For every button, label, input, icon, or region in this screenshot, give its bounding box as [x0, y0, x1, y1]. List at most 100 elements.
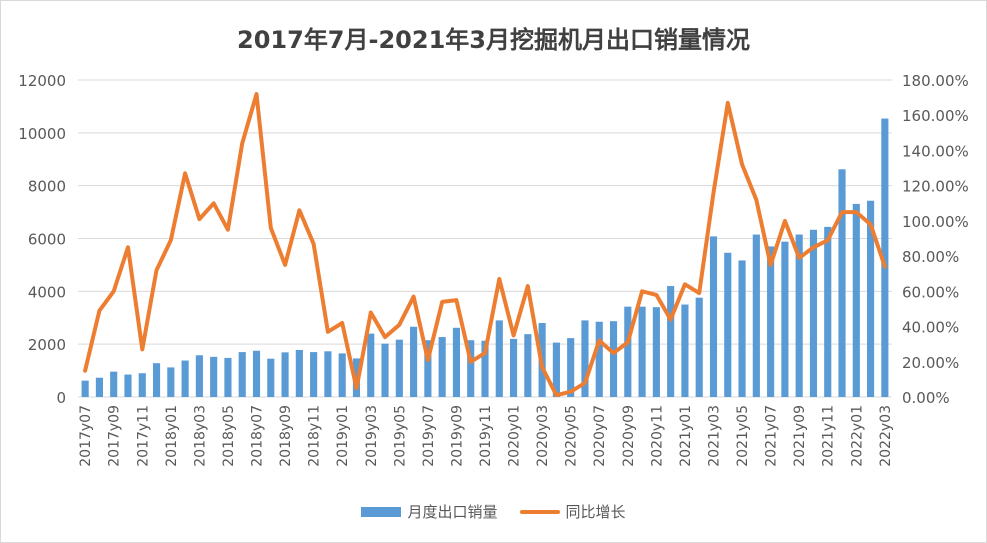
bar	[652, 307, 660, 397]
left-tick-label: 8000	[28, 178, 66, 196]
x-tick-label: 2019y01	[335, 405, 351, 467]
chart-title: 2017年7月-2021年3月挖掘机月出口销量情况	[237, 26, 750, 54]
bar	[324, 351, 332, 397]
x-tick-label: 2021y01	[678, 405, 694, 467]
bar	[381, 343, 389, 397]
bar	[338, 353, 346, 397]
x-tick-label: 2021y05	[735, 405, 751, 467]
bar	[281, 352, 289, 397]
bar	[181, 360, 189, 397]
right-tick-label: 60.00%	[902, 283, 959, 301]
line-series	[83, 92, 887, 398]
x-tick-label: 2022y01	[849, 405, 865, 467]
bar	[581, 320, 589, 397]
x-tick-label: 2018y07	[250, 405, 266, 467]
x-tick-label: 2020y09	[621, 405, 637, 467]
bar	[110, 371, 118, 397]
bar	[481, 340, 489, 397]
legend-label-line: 同比增长	[565, 503, 626, 521]
x-tick-label: 2017y11	[135, 405, 151, 467]
x-tick-label: 2020y05	[564, 405, 580, 467]
right-tick-label: 120.00%	[902, 178, 969, 196]
bar	[552, 342, 560, 397]
left-tick-label: 4000	[28, 283, 66, 301]
x-tick-label: 2022y03	[878, 405, 894, 467]
right-tick-label: 20.00%	[902, 354, 959, 372]
x-tick-label: 2021y07	[764, 405, 780, 467]
bar	[410, 326, 418, 397]
bar	[867, 200, 875, 397]
right-tick-label: 80.00%	[902, 248, 959, 266]
legend-item-line[interactable]: 同比增长	[519, 501, 626, 522]
bar	[524, 334, 532, 397]
x-tick-label: 2018y11	[307, 405, 323, 467]
bar	[424, 340, 432, 397]
bar	[509, 338, 518, 397]
bar	[838, 169, 846, 397]
bar	[438, 337, 446, 397]
bar	[595, 321, 603, 397]
x-tick-label: 2018y01	[164, 405, 180, 467]
right-tick-label: 0.00%	[902, 389, 950, 407]
bar	[724, 252, 732, 397]
bar	[852, 203, 860, 397]
x-tick-label: 2019y09	[449, 405, 465, 467]
bar	[195, 355, 203, 397]
bar	[395, 339, 403, 397]
x-tick-label: 2019y05	[392, 405, 408, 467]
bar	[295, 349, 303, 397]
bar	[267, 358, 275, 397]
bar	[567, 338, 575, 397]
bar	[238, 352, 246, 397]
bar	[752, 234, 760, 397]
left-tick-label: 2000	[28, 336, 66, 354]
bar	[695, 297, 703, 397]
bar	[881, 118, 889, 398]
x-tick-label: 2017y09	[107, 405, 123, 467]
x-tick-label: 2020y03	[535, 405, 551, 467]
bar	[252, 350, 261, 397]
left-tick-label: 12000	[18, 72, 66, 90]
bar	[781, 241, 789, 397]
bar	[709, 236, 718, 397]
bar-series	[81, 118, 889, 398]
left-tick-label: 0	[56, 389, 66, 407]
x-tick-label: 2021y09	[792, 405, 808, 467]
right-tick-label: 160.00%	[902, 107, 969, 125]
bar	[224, 357, 232, 397]
right-axis-ticks: 0.00% 20.00% 40.00% 60.00% 80.00% 100.00% 120.…	[902, 72, 969, 407]
x-tick-label: 2018y09	[278, 405, 294, 467]
left-tick-label: 6000	[28, 231, 66, 249]
bar	[638, 306, 646, 397]
growth-line	[83, 92, 887, 398]
right-tick-label: 180.00%	[902, 72, 969, 90]
bar	[167, 367, 175, 397]
x-tick-label: 2020y01	[507, 405, 523, 467]
bar	[467, 340, 475, 397]
x-tick-label: 2019y11	[478, 405, 494, 467]
bar	[738, 260, 746, 397]
x-tick-label: 2018y03	[192, 405, 208, 467]
bar	[609, 321, 618, 397]
x-tick-label: 2020y11	[649, 405, 665, 467]
right-tick-label: 40.00%	[902, 319, 959, 337]
bar	[210, 356, 218, 397]
x-axis-ticks: 2017y07 2017y09 2017y11 2018y01 2018y03 2018y…	[78, 405, 894, 467]
right-tick-label: 100.00%	[902, 213, 969, 231]
bar	[152, 363, 161, 397]
bar	[667, 286, 675, 397]
bar	[495, 320, 503, 397]
x-tick-label: 2019y07	[421, 405, 437, 467]
x-tick-label: 2019y03	[364, 405, 380, 467]
left-axis-ticks: 0 2000 4000 6000 8000 10000 12000	[18, 72, 66, 407]
legend-item-bar[interactable]: 月度出口销量	[361, 501, 498, 522]
bar	[81, 380, 89, 397]
bar	[367, 333, 375, 397]
legend: 月度出口销量 同比增长	[0, 501, 987, 522]
left-tick-label: 10000	[18, 125, 66, 143]
bar	[310, 352, 318, 397]
right-tick-label: 140.00%	[902, 142, 969, 160]
bar	[809, 229, 818, 397]
